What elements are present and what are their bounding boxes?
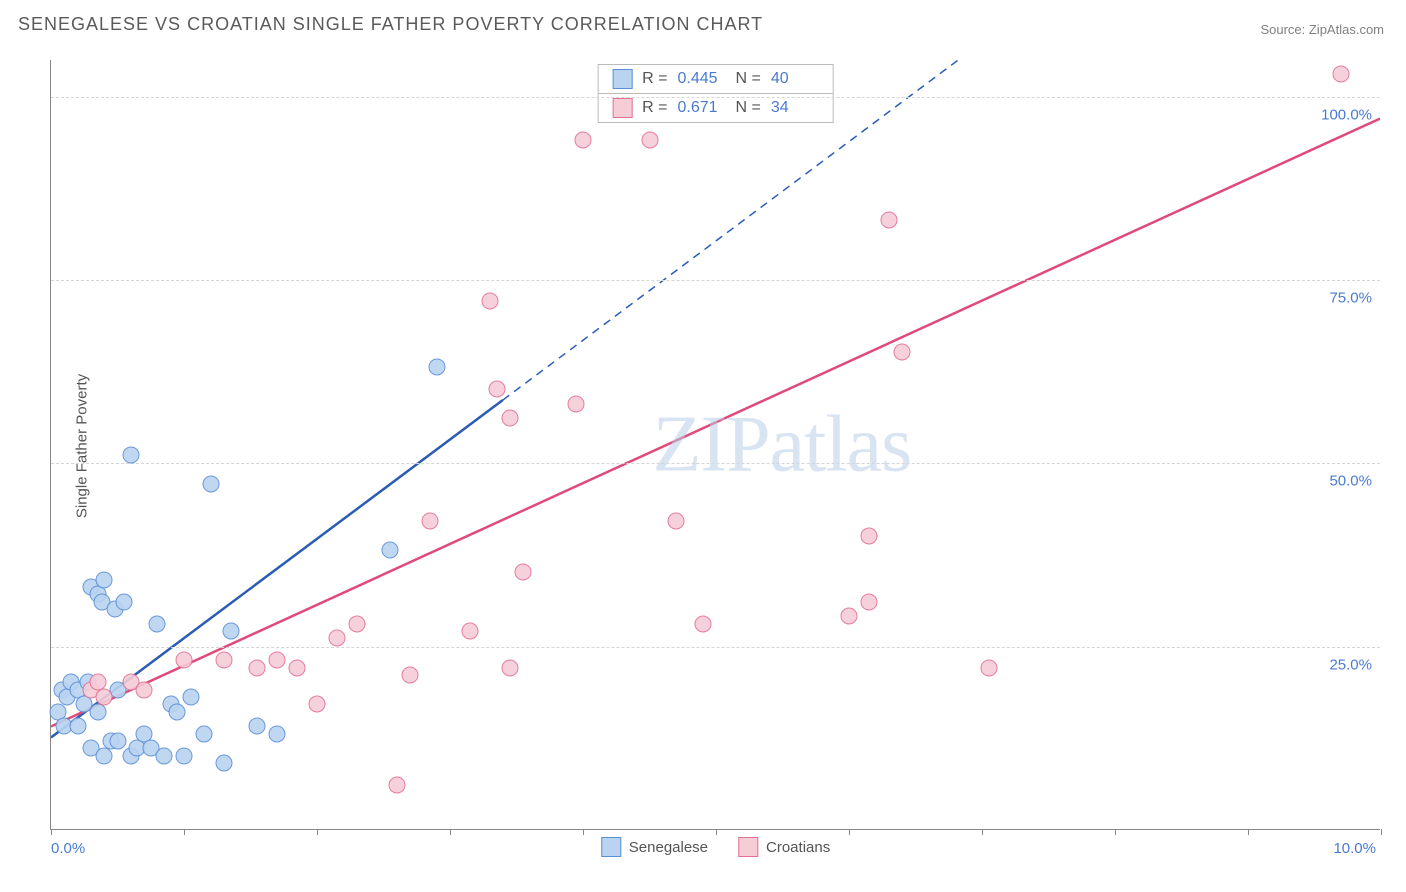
r-value: 0.445 xyxy=(678,70,726,88)
senegalese-point xyxy=(169,703,186,720)
senegalese-point xyxy=(222,623,239,640)
senegalese-point xyxy=(109,733,126,750)
y-tick-label: 75.0% xyxy=(1329,290,1372,307)
croatians-point xyxy=(96,689,113,706)
croatians-point xyxy=(1333,65,1350,82)
y-tick-label: 100.0% xyxy=(1321,106,1372,123)
croatians-point xyxy=(488,381,505,398)
croatians-point xyxy=(980,659,997,676)
x-tick xyxy=(1248,829,1249,835)
croatians-point xyxy=(176,652,193,669)
croatians-point xyxy=(515,564,532,581)
croatians-point xyxy=(328,630,345,647)
series-legend: Senegalese Croatians xyxy=(601,837,830,857)
gridline-h xyxy=(51,647,1380,648)
croatians-point xyxy=(309,696,326,713)
senegalese-point xyxy=(96,747,113,764)
croatians-point xyxy=(501,659,518,676)
croatians-point xyxy=(860,527,877,544)
senegalese-point xyxy=(195,725,212,742)
senegalese-point xyxy=(149,615,166,632)
x-tick xyxy=(583,829,584,835)
legend-row-senegalese: R = 0.445 N = 40 xyxy=(598,65,833,93)
croatians-point xyxy=(348,615,365,632)
senegalese-point xyxy=(249,718,266,735)
croatians-point xyxy=(841,608,858,625)
croatians-swatch xyxy=(612,98,632,118)
legend-label: Croatians xyxy=(766,839,830,856)
croatians-point xyxy=(388,777,405,794)
senegalese-point xyxy=(269,725,286,742)
x-tick xyxy=(982,829,983,835)
senegalese-swatch xyxy=(612,69,632,89)
croatians-point xyxy=(422,513,439,530)
legend-swatch xyxy=(601,837,621,857)
x-tick xyxy=(1115,829,1116,835)
x-tick-label: 0.0% xyxy=(51,840,85,857)
watermark: ZIPatlas xyxy=(653,399,912,490)
senegalese-point xyxy=(116,593,133,610)
x-tick xyxy=(317,829,318,835)
chart-title: SENEGALESE VS CROATIAN SINGLE FATHER POV… xyxy=(18,14,763,35)
x-tick-label: 10.0% xyxy=(1333,840,1376,857)
n-value: 34 xyxy=(771,99,819,117)
senegalese-point xyxy=(96,571,113,588)
scatter-plot: ZIPatlas R =0.445N =40R =0.671N =34 Sene… xyxy=(50,60,1380,830)
senegalese-point xyxy=(69,718,86,735)
croatians-point xyxy=(880,212,897,229)
trend-lines xyxy=(51,60,1380,829)
x-tick xyxy=(849,829,850,835)
x-tick xyxy=(184,829,185,835)
n-label: N = xyxy=(736,70,761,88)
croatians-point xyxy=(860,593,877,610)
r-label: R = xyxy=(642,99,667,117)
correlation-legend: R = 0.445 N = 40 R = 0.671 N = 34 xyxy=(597,64,834,123)
croatians-point xyxy=(668,513,685,530)
legend-swatch xyxy=(738,837,758,857)
senegalese-point xyxy=(156,747,173,764)
senegalese-point xyxy=(89,703,106,720)
croatians-point xyxy=(269,652,286,669)
croatians-point xyxy=(215,652,232,669)
legend-label: Senegalese xyxy=(629,839,708,856)
croatians-point xyxy=(249,659,266,676)
x-tick xyxy=(1381,829,1382,835)
senegalese-point xyxy=(176,747,193,764)
croatians-point xyxy=(641,131,658,148)
gridline-h xyxy=(51,280,1380,281)
croatians-point xyxy=(402,667,419,684)
senegalese-point xyxy=(428,359,445,376)
n-label: N = xyxy=(736,99,761,117)
croatians-point xyxy=(568,395,585,412)
y-tick-label: 50.0% xyxy=(1329,473,1372,490)
legend-item: Croatians xyxy=(738,837,830,857)
y-tick-label: 25.0% xyxy=(1329,656,1372,673)
gridline-h xyxy=(51,97,1380,98)
senegalese-point xyxy=(122,447,139,464)
gridline-h xyxy=(51,463,1380,464)
x-tick xyxy=(51,829,52,835)
senegalese-point xyxy=(215,755,232,772)
croatians-point xyxy=(575,131,592,148)
croatians-point xyxy=(289,659,306,676)
senegalese-point xyxy=(182,689,199,706)
croatians-point xyxy=(894,344,911,361)
croatians-point xyxy=(481,293,498,310)
senegalese-point xyxy=(202,476,219,493)
x-tick xyxy=(716,829,717,835)
croatians-point xyxy=(461,623,478,640)
croatians-point xyxy=(501,410,518,427)
r-label: R = xyxy=(642,70,667,88)
source-attribution: Source: ZipAtlas.com xyxy=(1260,22,1384,37)
croatians-point xyxy=(694,615,711,632)
r-value: 0.671 xyxy=(678,99,726,117)
n-value: 40 xyxy=(771,70,819,88)
croatians-point xyxy=(136,681,153,698)
legend-item: Senegalese xyxy=(601,837,708,857)
senegalese-point xyxy=(382,542,399,559)
x-tick xyxy=(450,829,451,835)
